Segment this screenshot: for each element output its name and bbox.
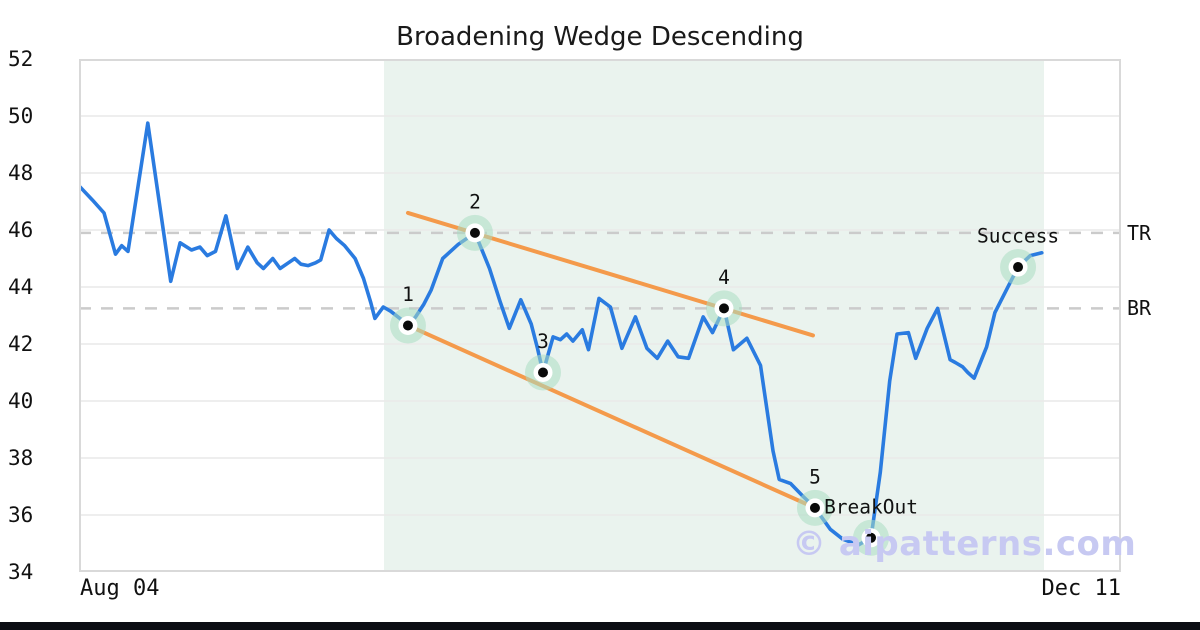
y-tick-label-36: 36 <box>8 503 34 527</box>
marker-label-5: 5 <box>809 465 821 488</box>
level-label-br: BR <box>1127 296 1152 321</box>
y-tick-label-50: 50 <box>8 104 34 128</box>
x-tick-end-date: Dec 11 <box>1041 576 1121 601</box>
y-tick-label-40: 40 <box>8 389 34 413</box>
y-tick-label-52: 52 <box>8 47 34 71</box>
marker-dot-5 <box>809 502 820 513</box>
marker-label-3: 3 <box>537 330 549 353</box>
marker-label-2: 2 <box>469 190 481 213</box>
marker-dot-3 <box>538 367 549 378</box>
watermark: © aipatterns.com <box>792 524 1137 564</box>
y-tick-label-42: 42 <box>8 332 34 356</box>
y-tick-label-44: 44 <box>8 275 34 299</box>
marker-dot-success <box>1013 262 1024 273</box>
lower-trendline <box>405 323 817 510</box>
marker-dot-4 <box>718 303 729 314</box>
marker-label-success: Success <box>977 225 1059 248</box>
y-tick-label-34: 34 <box>8 560 34 584</box>
level-label-tr: TR <box>1127 220 1152 245</box>
marker-dot-1 <box>402 320 413 331</box>
x-tick-start-date: Aug 04 <box>80 576 160 601</box>
marker-label-1: 1 <box>402 283 414 306</box>
y-tick-label-46: 46 <box>8 218 34 242</box>
marker-dot-breakout <box>866 532 877 543</box>
marker-dot-2 <box>469 227 480 238</box>
y-tick-label-38: 38 <box>8 446 34 470</box>
footer-bar <box>0 622 1200 630</box>
marker-label-breakout: BreakOut <box>824 495 918 518</box>
y-tick-label-48: 48 <box>8 161 34 185</box>
chart-title: Broadening Wedge Descending <box>396 22 804 52</box>
plot-border <box>79 59 1121 572</box>
marker-label-4: 4 <box>718 266 730 289</box>
plot-area: 1 2 3 4 5 BreakOut Success <box>79 59 1121 572</box>
